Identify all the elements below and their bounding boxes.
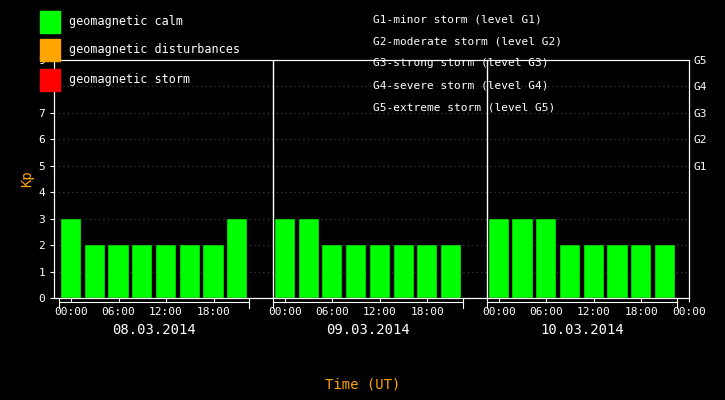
Bar	[204, 245, 223, 298]
Text: Time (UT): Time (UT)	[325, 378, 400, 392]
Text: G2-moderate storm (level G2): G2-moderate storm (level G2)	[373, 36, 563, 46]
Bar	[441, 245, 461, 298]
Text: 08.03.2014: 08.03.2014	[112, 323, 196, 337]
Text: 10.03.2014: 10.03.2014	[540, 323, 624, 337]
Text: 09.03.2014: 09.03.2014	[326, 323, 410, 337]
Bar	[370, 245, 390, 298]
Bar	[180, 245, 200, 298]
Text: geomagnetic storm: geomagnetic storm	[69, 74, 190, 86]
Bar	[275, 219, 295, 298]
Text: G5-extreme storm (level G5): G5-extreme storm (level G5)	[373, 102, 555, 112]
Bar	[655, 245, 675, 298]
Y-axis label: Kp: Kp	[20, 171, 34, 187]
Text: G3-strong storm (level G3): G3-strong storm (level G3)	[373, 58, 549, 68]
Text: geomagnetic calm: geomagnetic calm	[69, 16, 183, 28]
Bar	[322, 245, 342, 298]
Bar	[346, 245, 366, 298]
Bar	[584, 245, 604, 298]
Bar	[489, 219, 509, 298]
Text: geomagnetic disturbances: geomagnetic disturbances	[69, 44, 240, 56]
Bar	[156, 245, 176, 298]
Bar	[418, 245, 437, 298]
Bar	[560, 245, 580, 298]
Bar	[513, 219, 533, 298]
Bar	[85, 245, 105, 298]
Bar	[61, 219, 81, 298]
Bar	[631, 245, 651, 298]
Bar	[227, 219, 247, 298]
Bar	[299, 219, 319, 298]
Bar	[132, 245, 152, 298]
Bar	[109, 245, 128, 298]
Bar	[608, 245, 628, 298]
Text: G1-minor storm (level G1): G1-minor storm (level G1)	[373, 14, 542, 24]
Bar	[394, 245, 414, 298]
Text: G4-severe storm (level G4): G4-severe storm (level G4)	[373, 80, 549, 90]
Bar	[536, 219, 556, 298]
